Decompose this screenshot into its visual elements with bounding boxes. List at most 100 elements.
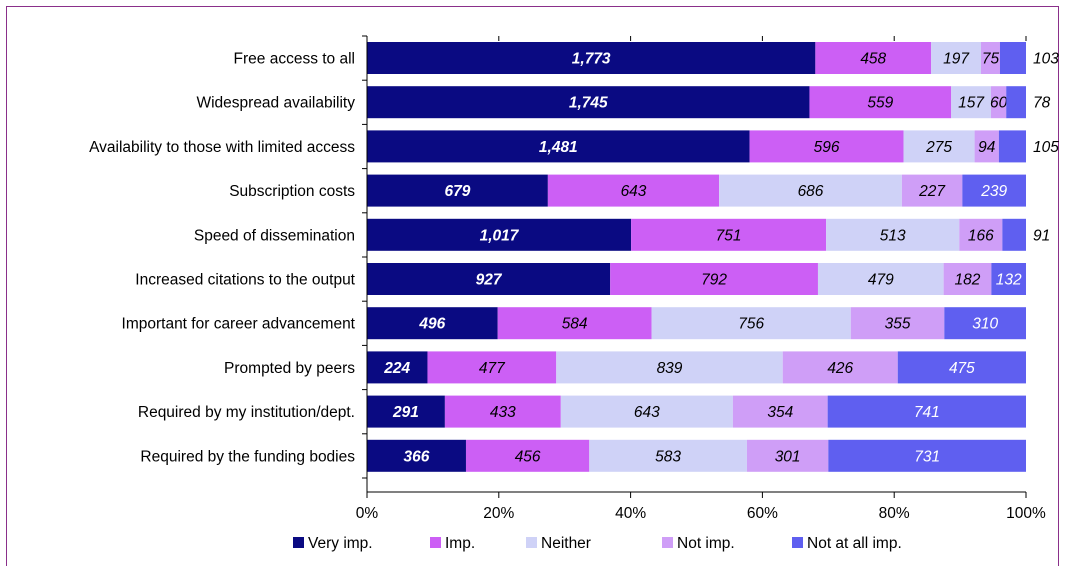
chart-frame <box>6 6 1059 566</box>
data-label-not-at-all-imp: 132 <box>996 272 1022 289</box>
bar-segment-not-imp <box>746 439 829 472</box>
bar-segment-very-imp <box>367 130 750 163</box>
category-label: Availability to those with limited acces… <box>89 139 355 156</box>
data-label-imp: 643 <box>621 183 647 200</box>
data-label-not-imp: 426 <box>827 360 853 377</box>
bar-segment-very-imp <box>367 174 548 207</box>
data-label-neither: 197 <box>943 51 970 68</box>
data-label-very-imp: 1,745 <box>569 95 608 112</box>
category-label: Required by the funding bodies <box>140 448 355 465</box>
bar-segment-very-imp <box>367 307 498 340</box>
bar-segment-not-at-all-imp <box>991 263 1026 295</box>
legend-swatch-not-at-all-imp <box>792 537 803 548</box>
data-label-neither: 479 <box>868 272 894 289</box>
bar-segment-neither <box>589 439 747 472</box>
category-label: Increased citations to the output <box>135 272 355 289</box>
data-label-very-imp: 1,017 <box>480 227 520 244</box>
data-label-very-imp: 679 <box>444 183 470 200</box>
bar-segment-neither <box>556 351 783 384</box>
data-label-neither: 157 <box>958 95 985 112</box>
bar-segment-imp <box>547 174 720 207</box>
bar-segment-imp <box>610 263 818 295</box>
bar-segment-imp <box>427 351 557 384</box>
x-axis: 0% 20% 40% 60% 80% 100% <box>356 35 1046 522</box>
data-label-neither: 643 <box>634 404 660 421</box>
data-label-not-at-all-imp: 475 <box>949 360 975 377</box>
bar-segment-not-at-all-imp <box>827 395 1026 428</box>
bar-segment-neither <box>903 130 975 163</box>
data-label-not-at-all-imp: 91 <box>1033 227 1050 244</box>
legend-swatch-imp <box>430 537 441 548</box>
bar-segment-not-at-all-imp <box>999 42 1026 74</box>
bar-segment-imp <box>631 218 827 251</box>
bars-group: 1,773 458 197 75 103 1,745 559 157 60 78 1,481 596 2… <box>367 42 1059 472</box>
bar-segment-not-imp <box>732 395 828 428</box>
x-tick-label: 0% <box>356 505 379 522</box>
data-label-imp: 596 <box>814 139 840 156</box>
bar-segment-very-imp <box>367 351 428 384</box>
data-label-neither: 583 <box>655 448 681 465</box>
bar-segment-not-imp <box>991 86 1007 119</box>
legend-swatch-not-imp <box>662 537 673 548</box>
bar-segment-not-at-all-imp <box>944 307 1026 340</box>
category-label: Subscription costs <box>229 183 355 200</box>
legend-swatch-very-imp <box>293 537 304 548</box>
bar-segment-very-imp <box>367 86 810 119</box>
data-label-imp: 584 <box>562 316 588 333</box>
bar-segment-not-imp <box>959 218 1003 251</box>
x-tick-label: 20% <box>483 505 514 522</box>
data-label-not-at-all-imp: 239 <box>980 183 1007 200</box>
data-label-very-imp: 366 <box>404 448 430 465</box>
legend-label-not-at-all-imp: Not at all imp. <box>807 535 902 552</box>
legend-label-very-imp: Very imp. <box>308 535 373 552</box>
bar-segment-not-at-all-imp <box>897 351 1026 384</box>
legend: Very imp. Imp. Neither Not imp. Not at all i… <box>293 535 902 552</box>
bar-segment-not-at-all-imp <box>828 439 1026 472</box>
data-label-not-imp: 182 <box>955 272 981 289</box>
bar-segment-very-imp <box>367 439 466 472</box>
data-label-imp: 456 <box>515 448 541 465</box>
x-tick-label: 40% <box>615 505 646 522</box>
data-label-very-imp: 1,481 <box>539 139 578 156</box>
data-label-very-imp: 291 <box>392 404 419 421</box>
data-label-very-imp: 1,773 <box>572 51 611 68</box>
bar-segment-not-at-all-imp <box>1006 86 1026 119</box>
data-label-not-at-all-imp: 103 <box>1033 51 1059 68</box>
data-label-not-at-all-imp: 741 <box>914 404 940 421</box>
bar-segment-not-imp <box>943 263 992 295</box>
bar-segment-not-imp <box>980 42 1000 74</box>
bar-segment-not-imp <box>782 351 898 384</box>
data-label-imp: 433 <box>490 404 516 421</box>
data-label-very-imp: 927 <box>476 272 503 289</box>
data-label-neither: 839 <box>657 360 683 377</box>
bar-segment-imp <box>465 439 590 472</box>
data-label-not-imp: 354 <box>767 404 793 421</box>
category-label: Required by my institution/dept. <box>138 404 355 421</box>
bar-segment-not-at-all-imp <box>962 174 1026 207</box>
data-label-neither: 513 <box>880 227 906 244</box>
data-label-imp: 477 <box>479 360 506 377</box>
x-tick-label: 60% <box>747 505 778 522</box>
legend-label-imp: Imp. <box>445 535 475 552</box>
data-label-not-imp: 301 <box>775 448 801 465</box>
bar-segment-imp <box>749 130 904 163</box>
data-label-not-imp: 60 <box>990 95 1008 112</box>
bar-segment-neither <box>560 395 733 428</box>
data-label-very-imp: 496 <box>418 316 445 333</box>
bar-segment-imp <box>815 42 932 74</box>
category-labels: Free access to all Widespread availabilit… <box>89 51 356 466</box>
bar-segment-not-imp <box>901 174 963 207</box>
legend-label-not-imp: Not imp. <box>677 535 735 552</box>
data-label-imp: 751 <box>716 227 742 244</box>
bar-segment-neither <box>719 174 902 207</box>
legend-swatch-neither <box>526 537 537 548</box>
data-label-neither: 275 <box>925 139 952 156</box>
category-label: Prompted by peers <box>224 360 355 377</box>
data-label-not-at-all-imp: 310 <box>972 316 998 333</box>
data-label-not-imp: 94 <box>978 139 996 156</box>
x-tick-label: 100% <box>1006 505 1046 522</box>
bar-segment-not-imp <box>850 307 945 340</box>
bar-segment-imp <box>809 86 952 119</box>
category-label: Important for career advancement <box>122 316 356 333</box>
